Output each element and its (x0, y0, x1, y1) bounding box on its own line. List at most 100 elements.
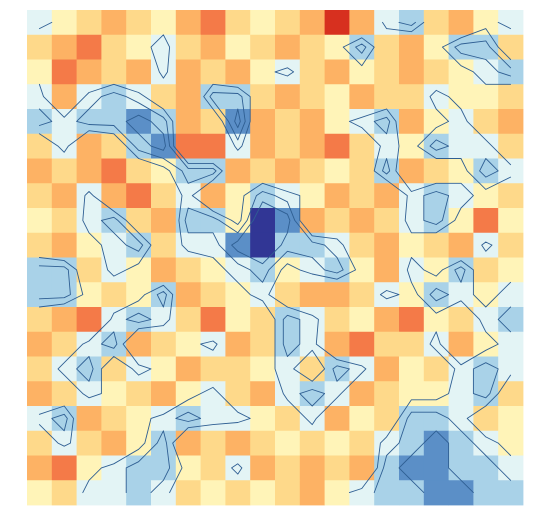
heatmap-cell (324, 208, 350, 234)
heatmap-cell (374, 109, 400, 135)
heatmap-cell (498, 356, 524, 382)
heatmap-cell (27, 406, 53, 432)
heatmap-cell (126, 356, 152, 382)
heatmap-cell (27, 109, 53, 135)
heatmap-cell (126, 109, 152, 135)
heatmap-cell (175, 307, 201, 333)
heatmap-cell (225, 133, 251, 159)
heatmap-cell (51, 455, 77, 481)
heatmap-cell (399, 455, 425, 481)
heatmap-cell (126, 133, 152, 159)
heatmap-cell (175, 430, 201, 456)
heatmap-cell (126, 208, 152, 234)
heatmap-cell (101, 232, 127, 258)
heatmap-cell (423, 232, 449, 258)
heatmap-cell (101, 84, 127, 110)
heatmap-cell (423, 430, 449, 456)
heatmap-cell (126, 406, 152, 432)
heatmap-cell (399, 84, 425, 110)
heatmap-cell (498, 10, 524, 36)
heatmap-cell (324, 331, 350, 357)
heatmap-cell (76, 406, 102, 432)
heatmap-cell (473, 59, 499, 85)
heatmap-cell (275, 232, 301, 258)
heatmap-cell (175, 257, 201, 283)
heatmap-cell (275, 430, 301, 456)
heatmap-cell (200, 257, 226, 283)
heatmap-cell (76, 10, 102, 36)
heatmap-cell (250, 356, 276, 382)
heatmap-cell (324, 10, 350, 36)
heatmap-cell (423, 331, 449, 357)
heatmap-cell (200, 406, 226, 432)
heatmap-cell (250, 10, 276, 36)
heatmap-cell (399, 208, 425, 234)
heatmap-cell (399, 381, 425, 407)
heatmap-cell (423, 158, 449, 184)
heatmap-cell (225, 455, 251, 481)
heatmap-cell (175, 232, 201, 258)
heatmap-cell (101, 406, 127, 432)
heatmap-cell (473, 406, 499, 432)
heatmap-cell (51, 331, 77, 357)
heatmap-cell (101, 59, 127, 85)
heatmap-cell (225, 109, 251, 135)
heatmap-cell (126, 381, 152, 407)
heatmap-cell (374, 406, 400, 432)
heatmap-cell (51, 232, 77, 258)
heatmap-cell (498, 109, 524, 135)
heatmap-cell (349, 282, 375, 308)
heatmap-cell (423, 307, 449, 333)
heatmap-cell (27, 10, 53, 36)
heatmap-cell (423, 34, 449, 60)
heatmap-cell (275, 133, 301, 159)
heatmap-cell (448, 59, 474, 85)
heatmap-cell (225, 34, 251, 60)
heatmap-cell (151, 406, 177, 432)
heatmap-cell (175, 480, 201, 506)
heatmap-cell (498, 183, 524, 209)
heatmap-cell (151, 232, 177, 258)
heatmap-cell (423, 183, 449, 209)
heatmap-cell (324, 356, 350, 382)
heatmap-cell (374, 158, 400, 184)
heatmap-cell (448, 406, 474, 432)
heatmap-cell (448, 257, 474, 283)
heatmap-cell (448, 34, 474, 60)
heatmap-cell (126, 158, 152, 184)
heatmap-cell (275, 480, 301, 506)
heatmap-cell (200, 34, 226, 60)
heatmap-cell (200, 480, 226, 506)
heatmap-cell (250, 183, 276, 209)
heatmap-cell (473, 356, 499, 382)
heatmap-cell (200, 183, 226, 209)
heatmap-cell (101, 455, 127, 481)
heatmap-cell (27, 307, 53, 333)
heatmap-cell (299, 10, 325, 36)
heatmap-cell (200, 208, 226, 234)
heatmap-cell (473, 10, 499, 36)
heatmap-cell (473, 282, 499, 308)
heatmap-cell (175, 381, 201, 407)
heatmap-cell (448, 208, 474, 234)
heatmap-cell (349, 10, 375, 36)
heatmap-cell (299, 133, 325, 159)
heatmap-cell (250, 158, 276, 184)
heatmap-cell (250, 109, 276, 135)
heatmap-cell (448, 10, 474, 36)
heatmap-cell (349, 430, 375, 456)
heatmap-cell (324, 307, 350, 333)
heatmap-cell (200, 10, 226, 36)
heatmap-cell (200, 356, 226, 382)
heatmap-cell (423, 10, 449, 36)
heatmap-cell (76, 232, 102, 258)
heatmap-cell (27, 282, 53, 308)
heatmap-cell (473, 183, 499, 209)
heatmap-cell (299, 430, 325, 456)
heatmap-cell (324, 109, 350, 135)
heatmap-cell (126, 10, 152, 36)
heatmap-cell (250, 331, 276, 357)
heatmap-cell (275, 10, 301, 36)
heatmap-cell (448, 381, 474, 407)
